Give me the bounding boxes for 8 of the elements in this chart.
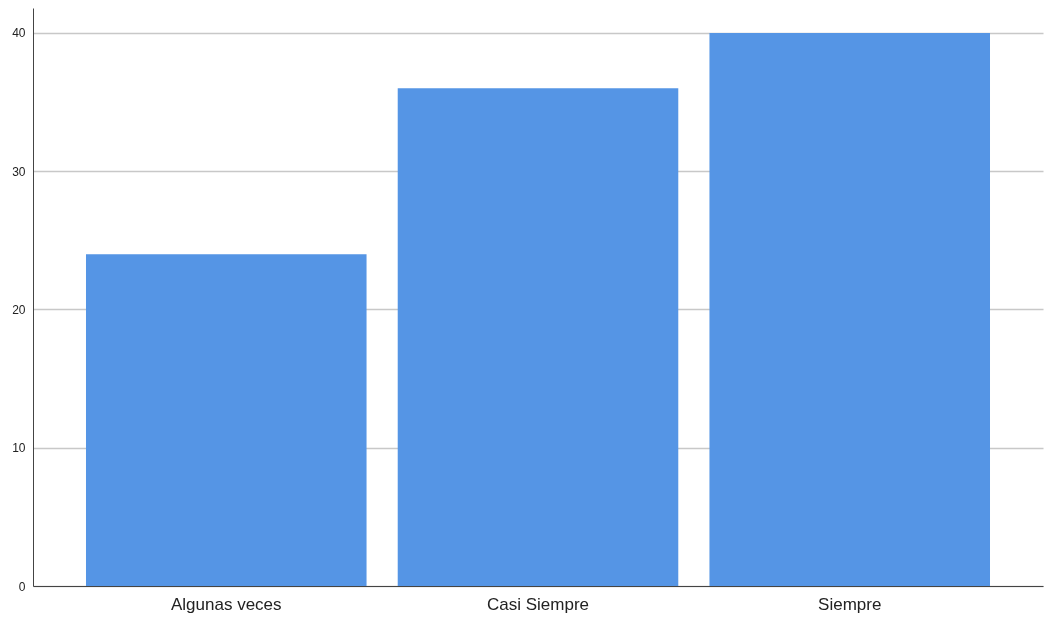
y-tick-label: 30: [12, 164, 26, 179]
y-tick-label: 10: [12, 441, 26, 456]
y-tick-label: 40: [12, 26, 26, 41]
x-tick-label: Casi Siempre: [486, 594, 590, 614]
x-tick-label: Siempre: [818, 594, 882, 614]
y-tick-label: 20: [12, 302, 26, 317]
x-tick-label: Algunas veces: [170, 594, 282, 614]
y-tick-label: 0: [18, 579, 26, 594]
